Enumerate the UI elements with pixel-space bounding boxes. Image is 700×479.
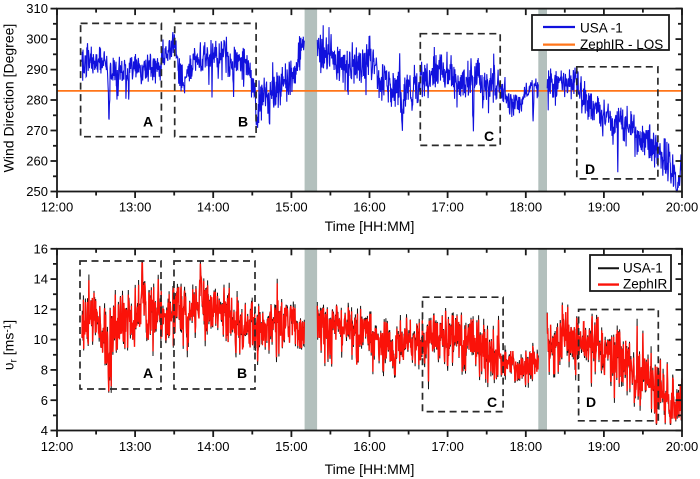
svg-text:17:00: 17:00 (431, 199, 464, 214)
svg-text:17:00: 17:00 (431, 439, 464, 454)
svg-text:16:00: 16:00 (353, 439, 386, 454)
svg-text:270: 270 (26, 123, 48, 138)
svg-text:D: D (586, 394, 596, 410)
svg-text:250: 250 (26, 184, 48, 199)
svg-text:C: C (487, 394, 497, 410)
svg-text:260: 260 (26, 154, 48, 169)
svg-text:20:00: 20:00 (666, 439, 699, 454)
svg-text:B: B (238, 114, 248, 130)
svg-text:ZephIR: ZephIR (623, 277, 668, 292)
svg-text:USA-1: USA-1 (623, 261, 663, 276)
svg-text:12:00: 12:00 (41, 439, 74, 454)
svg-text:Wind Direction [Degree]: Wind Direction [Degree] (1, 24, 17, 173)
svg-text:280: 280 (26, 93, 48, 108)
svg-text:USA -1: USA -1 (580, 21, 623, 36)
svg-text:13:00: 13:00 (119, 199, 152, 214)
svg-text:15:00: 15:00 (275, 199, 308, 214)
svg-text:Time [HH:MM]: Time [HH:MM] (325, 461, 415, 477)
svg-text:14:00: 14:00 (197, 199, 230, 214)
svg-text:A: A (143, 365, 153, 381)
svg-text:290: 290 (26, 62, 48, 77)
svg-text:19:00: 19:00 (588, 439, 621, 454)
svg-text:ZephIR - LOS: ZephIR - LOS (580, 37, 663, 52)
svg-text:4: 4 (41, 423, 48, 438)
svg-text:A: A (143, 114, 153, 130)
svg-text:12:00: 12:00 (41, 199, 74, 214)
svg-text:300: 300 (26, 32, 48, 47)
svg-text:18:00: 18:00 (510, 199, 543, 214)
svg-text:14: 14 (34, 272, 48, 287)
svg-text:20:00: 20:00 (666, 199, 699, 214)
svg-text:Time [HH:MM]: Time [HH:MM] (325, 218, 415, 234)
svg-text:15:00: 15:00 (275, 439, 308, 454)
svg-text:19:00: 19:00 (588, 199, 621, 214)
svg-text:10: 10 (34, 332, 48, 347)
svg-text:310: 310 (26, 1, 48, 16)
svg-text:16:00: 16:00 (353, 199, 386, 214)
svg-text:6: 6 (41, 393, 48, 408)
svg-text:18:00: 18:00 (510, 439, 543, 454)
svg-text:14:00: 14:00 (197, 439, 230, 454)
svg-text:C: C (484, 128, 494, 144)
svg-text:12: 12 (34, 302, 48, 317)
svg-text:8: 8 (41, 363, 48, 378)
svg-text:D: D (585, 161, 595, 177)
svg-text:13:00: 13:00 (119, 439, 152, 454)
svg-text:B: B (237, 365, 247, 381)
svg-text:16: 16 (34, 241, 48, 256)
